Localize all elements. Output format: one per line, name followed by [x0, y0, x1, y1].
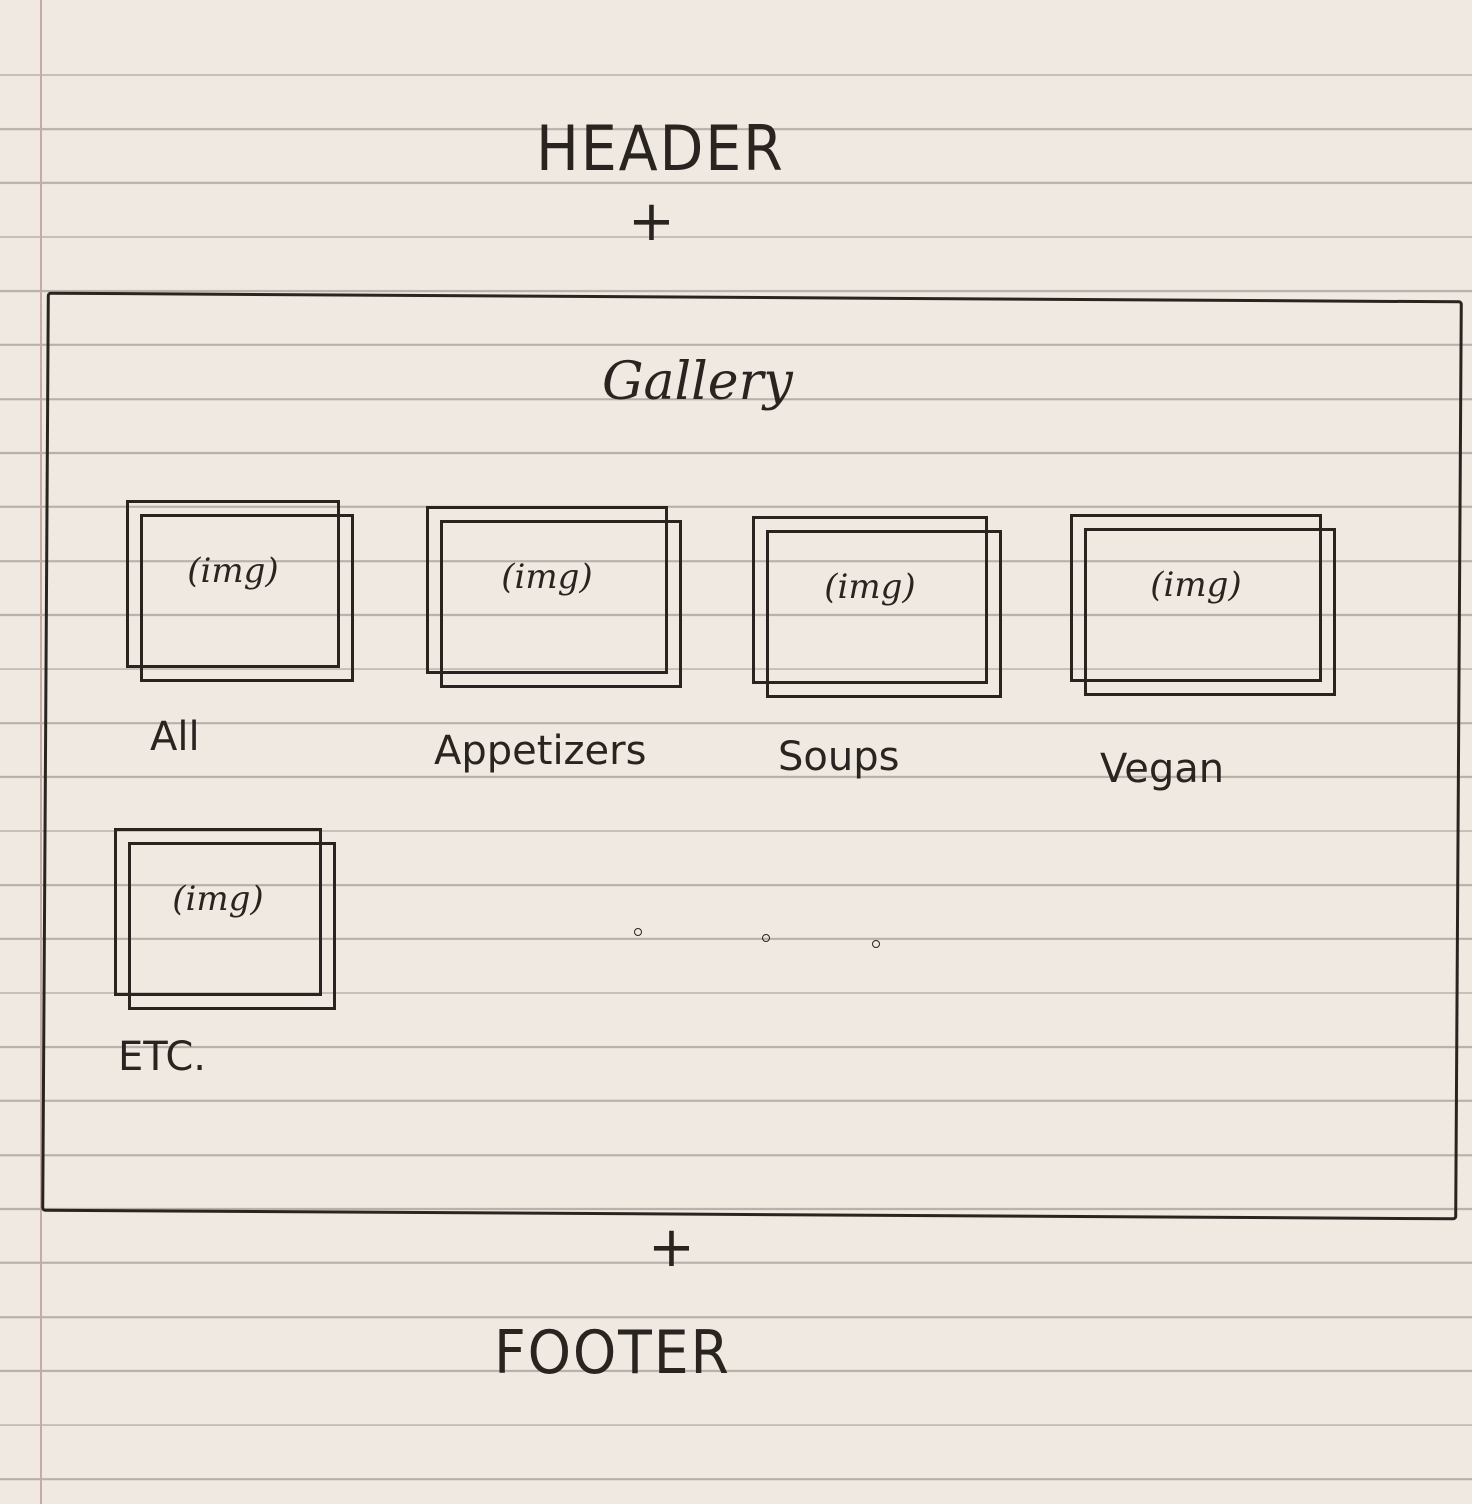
image-placeholder-label: (img) [187, 551, 279, 591]
image-placeholder: (img) [752, 516, 988, 684]
category-card-all[interactable]: (img) [126, 500, 354, 682]
image-placeholder-label: (img) [824, 567, 916, 607]
card-stack-shadow [440, 520, 682, 688]
category-card-vegan[interactable]: (img) [1070, 514, 1336, 696]
image-placeholder: (img) [1070, 514, 1322, 682]
card-stack-shadow [128, 842, 336, 1010]
more-items-dot [872, 940, 880, 948]
category-label-vegan[interactable]: Vegan [1100, 746, 1225, 792]
more-items-dot [762, 934, 770, 942]
gallery-title: Gallery [602, 352, 793, 412]
category-label-etc[interactable]: ETC. [118, 1034, 207, 1080]
category-label-soups[interactable]: Soups [778, 734, 900, 780]
image-placeholder: (img) [114, 828, 322, 996]
more-items-dot [634, 928, 642, 936]
notebook-margin-line [40, 0, 42, 1504]
card-stack-shadow [766, 530, 1002, 698]
image-placeholder-label: (img) [172, 879, 264, 919]
category-card-soups[interactable]: (img) [752, 516, 1002, 698]
image-placeholder-label: (img) [1150, 565, 1242, 605]
plus-sign-top: + [628, 189, 675, 254]
card-stack-shadow [1084, 528, 1336, 696]
image-placeholder-label: (img) [501, 557, 593, 597]
gallery-section-frame [41, 291, 1463, 1221]
header-placeholder: HEADER [536, 112, 785, 185]
category-label-appetizers[interactable]: Appetizers [434, 728, 647, 774]
card-stack-shadow [140, 514, 354, 682]
plus-sign-bottom: + [648, 1215, 695, 1280]
category-card-etc[interactable]: (img) [114, 828, 336, 1010]
category-label-all[interactable]: All [150, 714, 200, 760]
image-placeholder: (img) [126, 500, 340, 668]
footer-placeholder: FOOTER [494, 1318, 731, 1388]
category-card-appetizers[interactable]: (img) [426, 506, 682, 688]
image-placeholder: (img) [426, 506, 668, 674]
